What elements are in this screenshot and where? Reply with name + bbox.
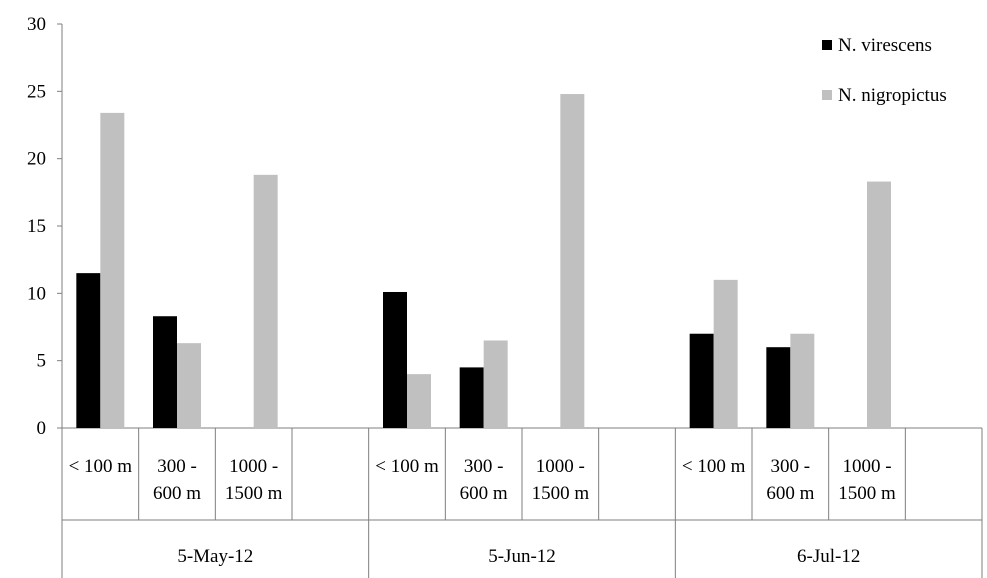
x-category-label: < 100 m: [682, 456, 746, 477]
y-tick-label: 30: [27, 14, 46, 35]
bar: [483, 340, 508, 428]
bar: [153, 316, 177, 428]
legend-label: N. nigropictus: [838, 85, 947, 106]
bar: [76, 273, 101, 428]
y-tick-label: 0: [37, 418, 47, 439]
x-axis-labels: < 100 m 300 - 600 m 1000 - 1500 m 5-May-12 < 1…: [69, 456, 896, 567]
bar: [713, 279, 738, 428]
x-category-label: < 100 m: [375, 456, 439, 477]
x-group-label: 5-Jun-12: [488, 546, 556, 567]
x-category-label: 1000 -: [229, 456, 278, 477]
y-tick-label: 20: [27, 149, 46, 170]
y-tick-label: 10: [27, 283, 46, 304]
x-category-label: < 100 m: [69, 456, 133, 477]
bar: [407, 374, 431, 428]
axes: 0 5 10 15 20 25 30: [27, 14, 983, 578]
x-category-label: 300 -: [157, 456, 197, 477]
legend-label: N. virescens: [838, 35, 932, 56]
x-category-label: 1000 -: [842, 456, 891, 477]
bar: [253, 174, 278, 428]
y-tick-label: 25: [27, 81, 46, 102]
x-group-label: 5-May-12: [177, 546, 253, 567]
y-tick-label: 5: [37, 351, 47, 372]
bar: [383, 291, 407, 428]
bar: [100, 112, 125, 428]
bar: [560, 94, 585, 428]
y-tick-label: 15: [27, 216, 46, 237]
x-category-label: 1500 m: [225, 483, 283, 504]
x-category-label: 300 -: [771, 456, 811, 477]
bar: [867, 181, 891, 428]
legend-swatch: [822, 90, 832, 100]
legend-swatch: [822, 40, 832, 50]
x-category-label: 600 m: [460, 483, 508, 504]
legend: N. virescens N. nigropictus: [822, 35, 947, 106]
x-category-label: 600 m: [766, 483, 814, 504]
x-category-label: 1500 m: [838, 483, 896, 504]
x-category-label: 1500 m: [532, 483, 590, 504]
bar: [689, 333, 714, 428]
bar: [459, 367, 484, 428]
bar: [790, 333, 815, 428]
bar: [177, 343, 201, 428]
x-category-label: 600 m: [153, 483, 201, 504]
bars: [76, 94, 891, 428]
x-group-label: 6-Jul-12: [797, 546, 860, 567]
x-category-label: 1000 -: [536, 456, 585, 477]
x-category-label: 300 -: [464, 456, 504, 477]
bar: [766, 347, 791, 428]
